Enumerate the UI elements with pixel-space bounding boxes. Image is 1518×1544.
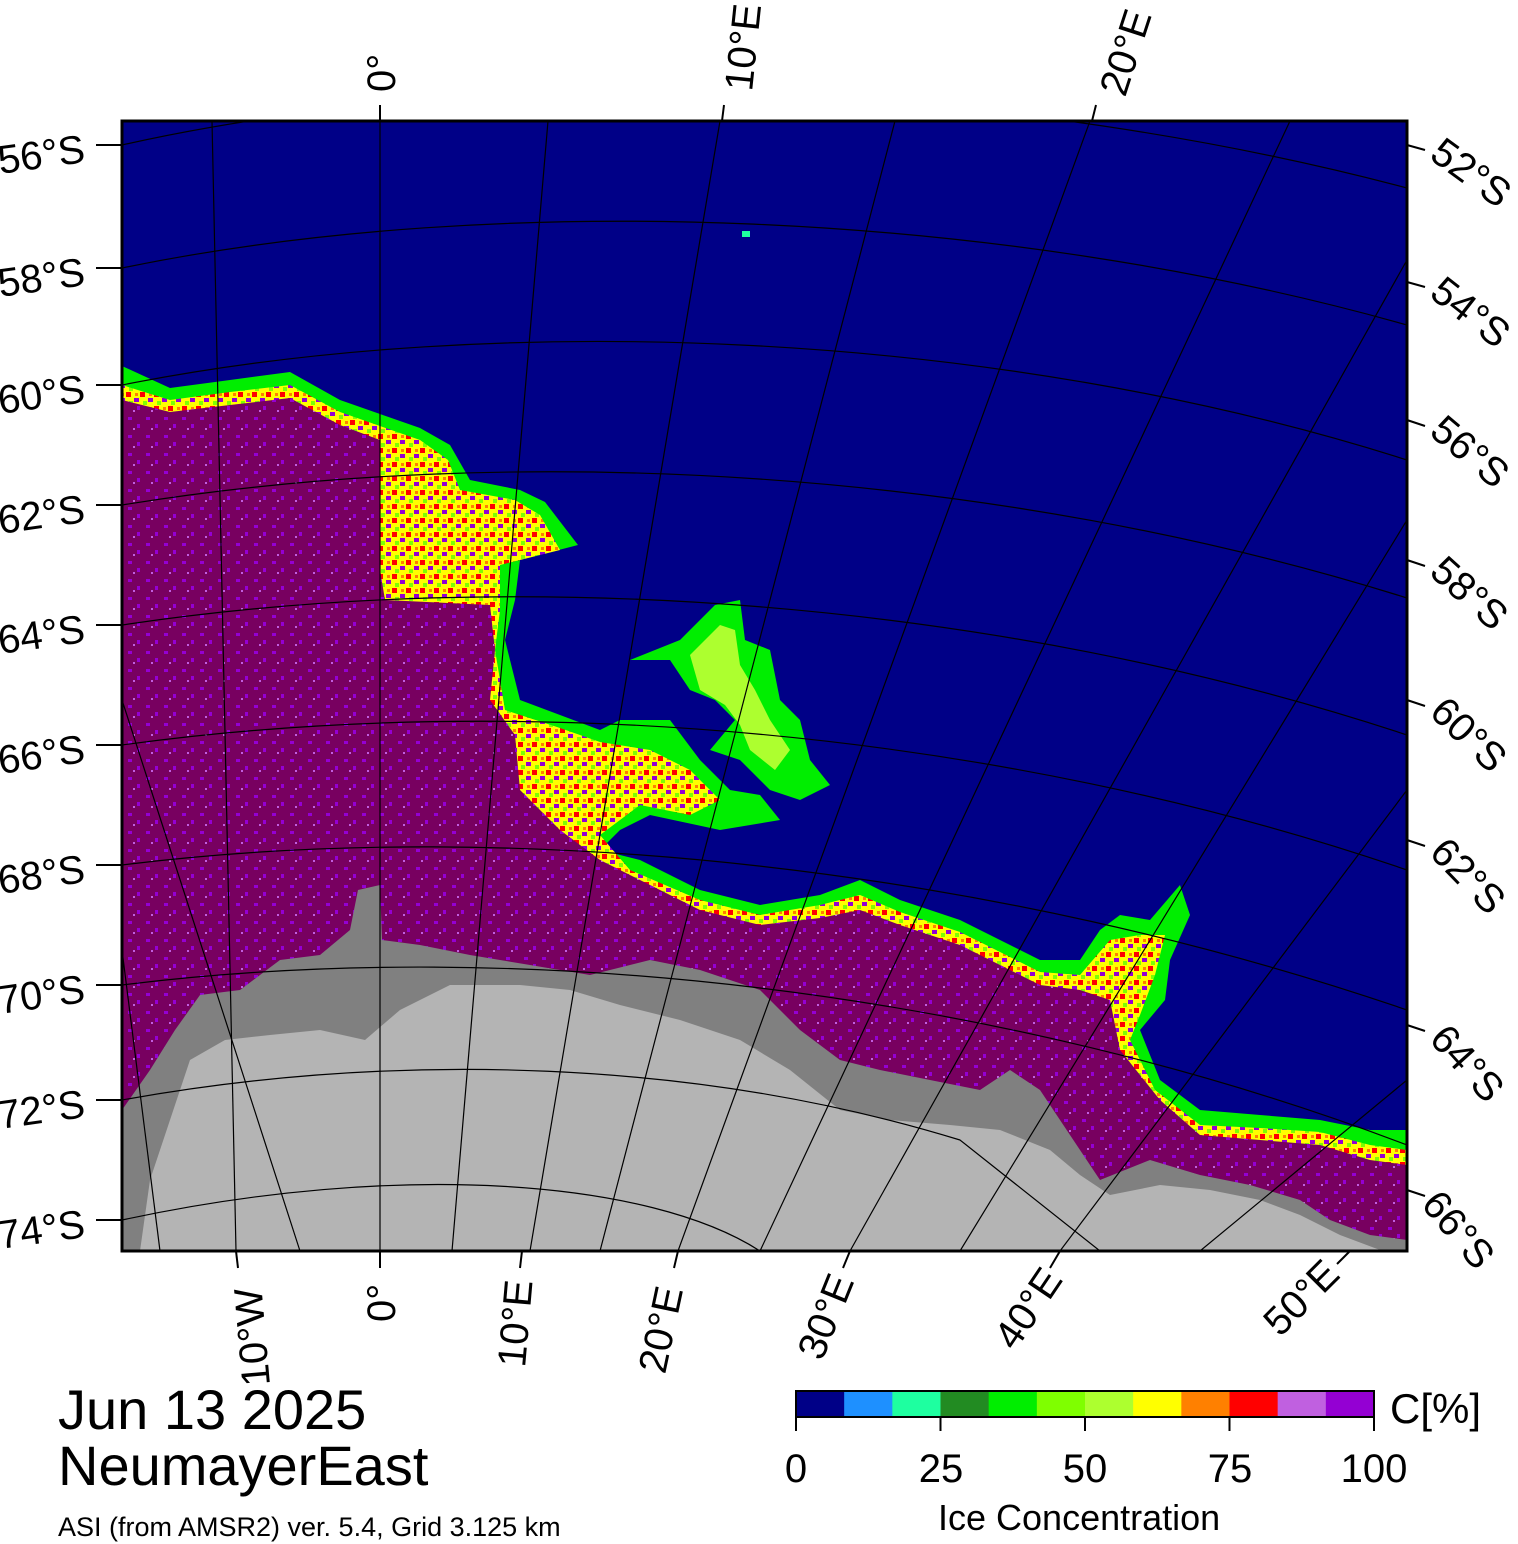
- map-content: [122, 121, 1407, 1251]
- date-caption: Jun 13 2025: [58, 1378, 367, 1441]
- lat-labels-left: 56°S 58°S 60°S 62°S 64°S 66°S 68°S 70°S …: [0, 127, 88, 1258]
- colorbar-tick-label: 75: [1208, 1447, 1253, 1491]
- colorbar-tick-label: 100: [1341, 1447, 1408, 1491]
- lat-label-right: 62°S: [1422, 830, 1514, 923]
- tick-marks: [96, 104, 1426, 1269]
- lat-label-left: 58°S: [0, 250, 88, 306]
- lat-label-right: 52°S: [1423, 130, 1518, 217]
- colorbar: [795, 1390, 1375, 1431]
- colorbar-ticks: 0 25 50 75 100: [785, 1447, 1408, 1491]
- product-caption: ASI (from AMSR2) ver. 5.4, Grid 3.125 km: [58, 1512, 561, 1542]
- lon-label-top: 10°E: [717, 2, 770, 93]
- lat-label-left: 74°S: [0, 1202, 88, 1258]
- colorbar-segment: [1036, 1391, 1086, 1417]
- lon-labels-top: 0° 10°E 20°E: [360, 2, 1160, 101]
- lat-label-left: 64°S: [0, 607, 88, 663]
- lon-label-bottom: 10°E: [490, 1278, 541, 1369]
- lon-label-bottom: 50°E: [1255, 1252, 1348, 1345]
- colorbar-segment: [1085, 1391, 1134, 1417]
- colorbar-segment: [1229, 1391, 1279, 1417]
- lat-label-right: 64°S: [1421, 1017, 1512, 1111]
- lat-label-left: 66°S: [0, 727, 88, 783]
- colorbar-segment: [1133, 1391, 1182, 1417]
- lon-label-bottom: 40°E: [986, 1260, 1071, 1357]
- lat-label-left: 60°S: [0, 367, 88, 423]
- colorbar-segment: [796, 1391, 845, 1417]
- lat-label-left: 62°S: [0, 487, 88, 543]
- lon-label-bottom: 20°E: [631, 1282, 692, 1376]
- colorbar-title: Ice Concentration: [938, 1497, 1221, 1538]
- lon-label-top: 20°E: [1092, 4, 1161, 101]
- lon-label-bottom: 30°E: [790, 1268, 863, 1365]
- graticule: [122, 121, 1407, 1251]
- lat-labels-right: 52°S 54°S 56°S 58°S 60°S 62°S 64°S 66°S: [1413, 130, 1518, 1278]
- map-frame: [120, 119, 1409, 1253]
- ice-floe: [742, 231, 750, 237]
- colorbar-tick-label: 50: [1063, 1447, 1108, 1491]
- lat-label-right: 66°S: [1413, 1183, 1503, 1278]
- lat-label-right: 60°S: [1422, 689, 1515, 781]
- lat-label-left: 56°S: [0, 127, 88, 183]
- colorbar-unit-label: C[%]: [1390, 1385, 1482, 1432]
- lat-label-left: 70°S: [0, 967, 88, 1023]
- colorbar-segment: [1181, 1391, 1230, 1417]
- lat-label-right: 56°S: [1422, 407, 1517, 497]
- colorbar-segment: [892, 1391, 941, 1417]
- lat-label-right: 58°S: [1422, 548, 1516, 639]
- region-caption: NeumayerEast: [58, 1434, 429, 1497]
- lat-label-left: 72°S: [0, 1082, 88, 1138]
- colorbar-segment: [1277, 1391, 1327, 1417]
- lon-label-top: 0°: [360, 54, 404, 92]
- lon-labels-bottom: 10°W 0° 10°E 20°E 30°E 40°E 50°E: [227, 1252, 1348, 1388]
- lat-label-left: 68°S: [0, 847, 88, 903]
- lon-label-bottom: 0°: [360, 1284, 404, 1322]
- colorbar-segment: [844, 1391, 893, 1417]
- colorbar-segment: [1325, 1391, 1375, 1417]
- ice-tongue-core: [690, 625, 790, 770]
- colorbar-tick-label: 25: [919, 1447, 964, 1491]
- colorbar-tick-label: 0: [785, 1447, 807, 1491]
- lat-label-right: 54°S: [1422, 268, 1518, 356]
- colorbar-segment: [988, 1391, 1038, 1417]
- colorbar-segment: [940, 1391, 990, 1417]
- lon-label-bottom: 10°W: [227, 1286, 279, 1388]
